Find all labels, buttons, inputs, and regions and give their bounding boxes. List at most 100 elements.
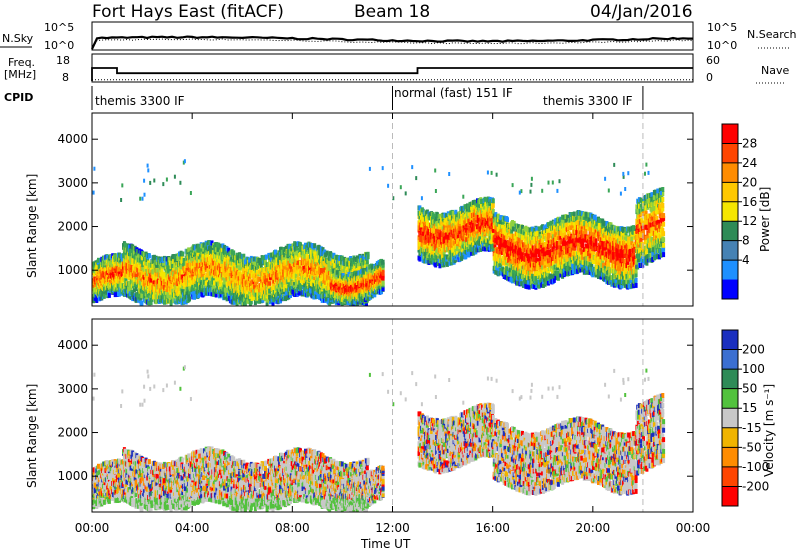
power-echo-cell (137, 253, 141, 259)
power-echo-cell (181, 289, 185, 295)
power-echo-cell (103, 278, 107, 284)
power-echo-cell (172, 271, 176, 277)
power-echo-cell (223, 249, 227, 254)
power-echo-cell (121, 256, 125, 262)
n-sky-label: N.Sky (2, 32, 34, 45)
power-echo-cell (149, 266, 153, 272)
power-echo-cell (129, 274, 133, 280)
power-echo-cell (218, 272, 221, 278)
power-echo-cell (144, 291, 148, 296)
power-echo-cell (189, 253, 193, 259)
power-echo-cell (220, 281, 224, 287)
power-echo-cell (195, 289, 199, 295)
power-echo-cell (162, 294, 166, 300)
power-echo-cell (166, 292, 170, 297)
power-echo-cell (192, 286, 196, 292)
power-echo-cell (219, 277, 223, 283)
power-echo-cell (211, 257, 215, 263)
freq-left-tick-top: 18 (56, 54, 70, 67)
power-echo-cell (190, 291, 194, 297)
power-echo-cell (101, 274, 105, 280)
power-echo-cell (222, 275, 226, 281)
power-echo-cell (226, 265, 230, 271)
power-echo-cell (213, 280, 216, 286)
power-echo-cell (94, 265, 98, 271)
power-echo-cell (194, 285, 198, 290)
power-echo-cell (191, 275, 195, 281)
power-echo-cell (160, 268, 164, 274)
power-echo-cell (212, 264, 216, 270)
power-echo-cell (204, 290, 208, 296)
power-echo-cell (491, 198, 495, 204)
power-echo-cell (223, 270, 227, 276)
power-echo-cell (202, 246, 206, 252)
power-echo-cell (187, 247, 191, 253)
power-echo-cell (204, 280, 208, 286)
power-echo-cell (222, 286, 226, 292)
n-search-label: N.Search (747, 28, 797, 41)
power-echo-cell (118, 253, 122, 259)
power-echo-cell (179, 278, 183, 284)
power-echo-cell (102, 293, 106, 299)
power-echo-cell (216, 254, 220, 260)
power-echo-cell (215, 281, 219, 287)
power-echo-cell (95, 278, 99, 283)
power-echo-cell (190, 260, 194, 266)
power-echo-cell (145, 275, 149, 281)
power-echo-cell (216, 250, 220, 256)
power-echo-cell (98, 269, 102, 274)
power-echo-cell (137, 297, 141, 303)
power-echo-cell (214, 253, 218, 259)
power-echo-cell (97, 264, 101, 270)
power-echo-cell (166, 286, 170, 292)
power-echo-cell (109, 280, 113, 286)
power-echo-cell (142, 278, 146, 284)
freq-series (91, 67, 693, 81)
power-echo-cell (105, 289, 109, 295)
power-echo-cell (93, 282, 97, 288)
power-echo-cell (140, 273, 144, 279)
power-echo-cell (223, 252, 227, 257)
power-echo-cell (135, 277, 139, 282)
power-echo-cell (142, 252, 146, 258)
power-echo-cell (141, 292, 145, 298)
power-echo-cell (142, 270, 146, 276)
power-echo-cell (95, 295, 99, 300)
power-echo-cell (147, 300, 151, 306)
power-echo-cell (112, 280, 115, 285)
power-echo-cell (169, 294, 173, 300)
cpid-segment-1: normal (fast) 151 IF (394, 86, 513, 100)
power-echo-cell (202, 276, 206, 282)
power-echo-cell (209, 248, 213, 254)
power-echo-cell (225, 246, 229, 252)
power-echo-cell (189, 257, 193, 263)
sky-left-tick-top: 10^5 (44, 21, 74, 34)
power-echo-cell (93, 268, 97, 274)
power-echo-cell (173, 281, 176, 287)
power-echo-cell (137, 272, 141, 278)
power-echo-cell (154, 295, 158, 301)
power-echo-cell (97, 257, 100, 263)
power-echo-cell (223, 294, 227, 300)
power-echo-cell (193, 251, 197, 257)
power-echo-cell (156, 268, 160, 274)
power-echo-cell (183, 257, 186, 263)
power-echo-cell (123, 242, 127, 248)
power-echo-cell (219, 292, 223, 297)
power-echo-cell (188, 272, 192, 278)
power-echo-cell (167, 271, 171, 277)
power-echo-cell (208, 274, 211, 280)
power-echo-cell (169, 300, 173, 306)
power-echo-cell (137, 267, 141, 273)
power-echo-cell (150, 296, 154, 302)
power-echo-cell (172, 297, 176, 303)
power-echo-cell (175, 290, 179, 296)
power-echo-cell (123, 250, 127, 256)
power-echo-cell (203, 274, 207, 280)
power-echo-cell (193, 266, 197, 272)
power-echo-cell (142, 274, 146, 280)
power-echo-cell (127, 286, 131, 292)
power-echo-cell (215, 242, 219, 248)
power-echo-cell (114, 271, 118, 277)
